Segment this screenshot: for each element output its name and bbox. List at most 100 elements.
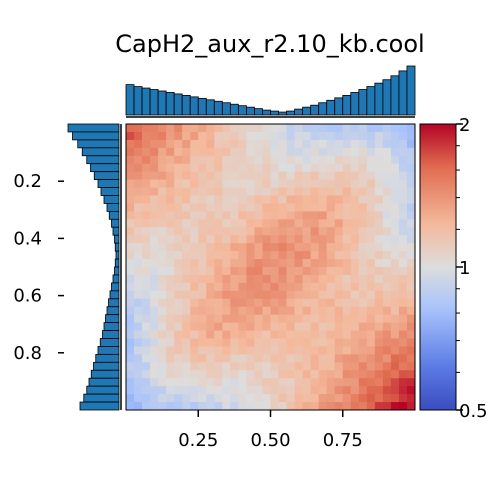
heatmap-cell xyxy=(342,314,352,324)
heatmap-cell xyxy=(222,354,231,363)
heatmap-cell xyxy=(398,243,408,252)
heatmap-cell xyxy=(318,314,328,324)
heatmap-cell xyxy=(246,243,255,252)
heatmap-cell xyxy=(174,179,183,188)
heatmap-cell xyxy=(318,211,328,220)
heatmap-cell xyxy=(358,378,368,387)
heatmap-cell xyxy=(238,298,247,308)
heatmap-cell xyxy=(318,131,328,141)
heatmap-cell xyxy=(326,235,336,244)
heatmap-cell xyxy=(198,267,207,276)
heatmap-cell xyxy=(398,338,408,347)
left-marginal-bar xyxy=(97,179,120,188)
left-marginal-bar xyxy=(81,147,120,157)
heatmap-cell xyxy=(206,282,215,292)
heatmap-cell xyxy=(286,338,295,347)
heatmap-cell xyxy=(150,179,159,188)
heatmap-cell xyxy=(342,147,352,157)
heatmap-cell xyxy=(166,322,175,331)
heatmap-cell xyxy=(350,354,360,363)
heatmap-cell xyxy=(342,235,352,244)
heatmap-cell xyxy=(270,298,279,308)
heatmap-cell xyxy=(150,402,159,411)
heatmap-cell xyxy=(334,274,344,284)
heatmap-cell xyxy=(158,322,167,331)
heatmap-cell xyxy=(318,394,328,403)
heatmap-cell xyxy=(262,131,271,141)
heatmap-cell xyxy=(342,378,352,387)
heatmap-cell xyxy=(318,139,328,149)
heatmap-cell xyxy=(254,306,263,316)
heatmap-cell xyxy=(142,227,151,236)
heatmap-cell xyxy=(374,243,384,252)
heatmap-cell xyxy=(318,235,328,244)
heatmap-cell xyxy=(366,195,376,204)
heatmap-cell xyxy=(398,322,408,331)
heatmap-cell xyxy=(182,235,191,244)
heatmap-cell xyxy=(302,322,312,331)
heatmap-cell xyxy=(126,147,135,157)
heatmap-cell xyxy=(302,346,312,355)
heatmap-cell xyxy=(302,386,312,395)
heatmap-cell xyxy=(214,211,223,220)
heatmap-cell xyxy=(134,362,143,371)
top-marginal-bar xyxy=(149,89,159,116)
heatmap-cell xyxy=(206,378,215,387)
heatmap-cell xyxy=(406,282,416,292)
heatmap-cell xyxy=(262,139,271,149)
heatmap-cell xyxy=(246,306,255,316)
heatmap-cell xyxy=(310,290,320,300)
left-marginal-bar xyxy=(111,218,120,228)
left-marginal-bar xyxy=(97,346,120,355)
top-marginal-bar xyxy=(286,110,295,116)
heatmap-cell xyxy=(310,330,320,339)
heatmap-cell xyxy=(270,124,279,133)
heatmap-cell xyxy=(174,338,183,347)
heatmap-cell xyxy=(254,338,263,347)
heatmap-cell xyxy=(374,171,384,181)
heatmap-cell xyxy=(366,290,376,300)
heatmap-cell xyxy=(350,251,360,260)
heatmap-cell xyxy=(286,219,295,228)
heatmap-cell xyxy=(390,195,400,204)
heatmap-cell xyxy=(238,219,247,228)
heatmap-cell xyxy=(286,235,295,244)
heatmap-cell xyxy=(246,330,255,339)
heatmap-cell xyxy=(286,227,295,236)
heatmap-cell xyxy=(166,378,175,387)
heatmap-cell xyxy=(302,338,312,347)
heatmap-cell xyxy=(254,219,263,228)
heatmap-cell xyxy=(310,314,320,324)
heatmap-cell xyxy=(310,274,320,284)
left-marginal-bar xyxy=(111,282,120,292)
heatmap-cell xyxy=(302,124,312,133)
heatmap-cell xyxy=(230,314,239,324)
heatmap-cell xyxy=(166,219,175,228)
heatmap-cell xyxy=(150,370,159,379)
heatmap-cell xyxy=(238,155,247,165)
top-marginal-bar xyxy=(237,105,247,116)
heatmap-cell xyxy=(206,195,215,204)
heatmap-cell xyxy=(374,195,384,204)
colorbar-ticks: 0.5 1 2 xyxy=(456,115,488,422)
x-axis: 0.25 0.50 0.75 xyxy=(178,410,363,451)
heatmap-cell xyxy=(198,171,207,181)
heatmap-cell xyxy=(174,290,183,300)
heatmap-cell xyxy=(246,386,255,395)
heatmap-cell xyxy=(350,219,360,228)
heatmap-cell xyxy=(334,386,344,395)
heatmap-cell xyxy=(214,346,223,355)
heatmap-cell xyxy=(238,259,247,268)
heatmap-cell xyxy=(382,298,392,308)
heatmap-cell xyxy=(182,179,191,188)
heatmap-cell xyxy=(142,322,151,331)
heatmap-cell xyxy=(158,402,167,411)
heatmap-cell xyxy=(278,187,287,196)
heatmap-cell xyxy=(198,179,207,188)
heatmap-cell xyxy=(238,386,247,395)
heatmap-cell xyxy=(150,163,159,173)
heatmap-cell xyxy=(342,163,352,173)
heatmap-cell xyxy=(166,243,175,252)
heatmap-cell xyxy=(390,306,400,316)
heatmap-cell xyxy=(334,211,344,220)
